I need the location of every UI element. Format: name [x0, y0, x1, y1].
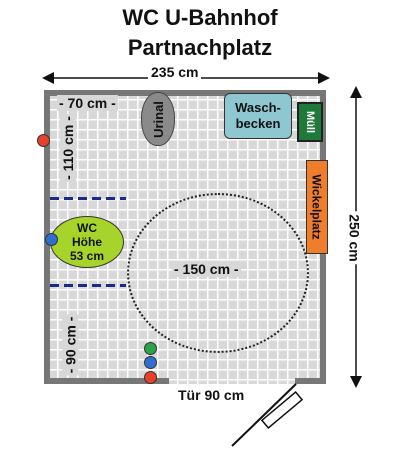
wc-label-3: 53 cm	[69, 249, 105, 263]
wall-bottom-right	[295, 378, 326, 384]
left-lower-height-label: - 90 cm -	[62, 314, 79, 376]
width-label: 235 cm	[148, 64, 202, 80]
sink: Wasch- becken	[224, 93, 292, 139]
turning-circle	[127, 193, 309, 353]
green-dot	[144, 342, 157, 355]
blue-dot-wc	[45, 233, 58, 246]
trash-label: Müll	[304, 111, 316, 133]
top-left-width-label: - 70 cm -	[57, 95, 118, 111]
changing-table: Wickelplatz	[306, 160, 328, 254]
title-line-1: WC U-Bahnhof	[122, 5, 278, 30]
door-label: Tür 90 cm	[178, 387, 245, 403]
title-line-2: Partnachplatz	[127, 35, 273, 60]
door-arc-line	[231, 383, 297, 447]
sink-label-1: Wasch-	[235, 100, 281, 115]
wall-bottom-left	[44, 378, 169, 384]
door-leaf	[260, 390, 304, 430]
wc-toilet: WC Höhe 53 cm	[50, 216, 124, 268]
turning-circle-label: - 150 cm -	[172, 261, 241, 277]
red-dot-upper	[37, 134, 50, 147]
red-dot	[144, 371, 157, 384]
wall-top	[44, 90, 326, 96]
blue-dot	[144, 356, 157, 369]
sink-label-2: becken	[235, 116, 281, 131]
urinal-label: Urinal	[150, 100, 166, 138]
height-label: 250 cm	[346, 211, 363, 265]
grab-bar-lower	[50, 284, 126, 287]
trash-bin: Müll	[297, 102, 323, 142]
grab-bar-upper	[50, 197, 126, 200]
wc-label-2: Höhe	[72, 235, 102, 249]
left-upper-height-label: - 110 cm -	[59, 114, 76, 182]
urinal: Urinal	[141, 92, 175, 146]
wc-label-1: WC	[77, 221, 97, 235]
changing-table-label: Wickelplatz	[310, 174, 324, 240]
